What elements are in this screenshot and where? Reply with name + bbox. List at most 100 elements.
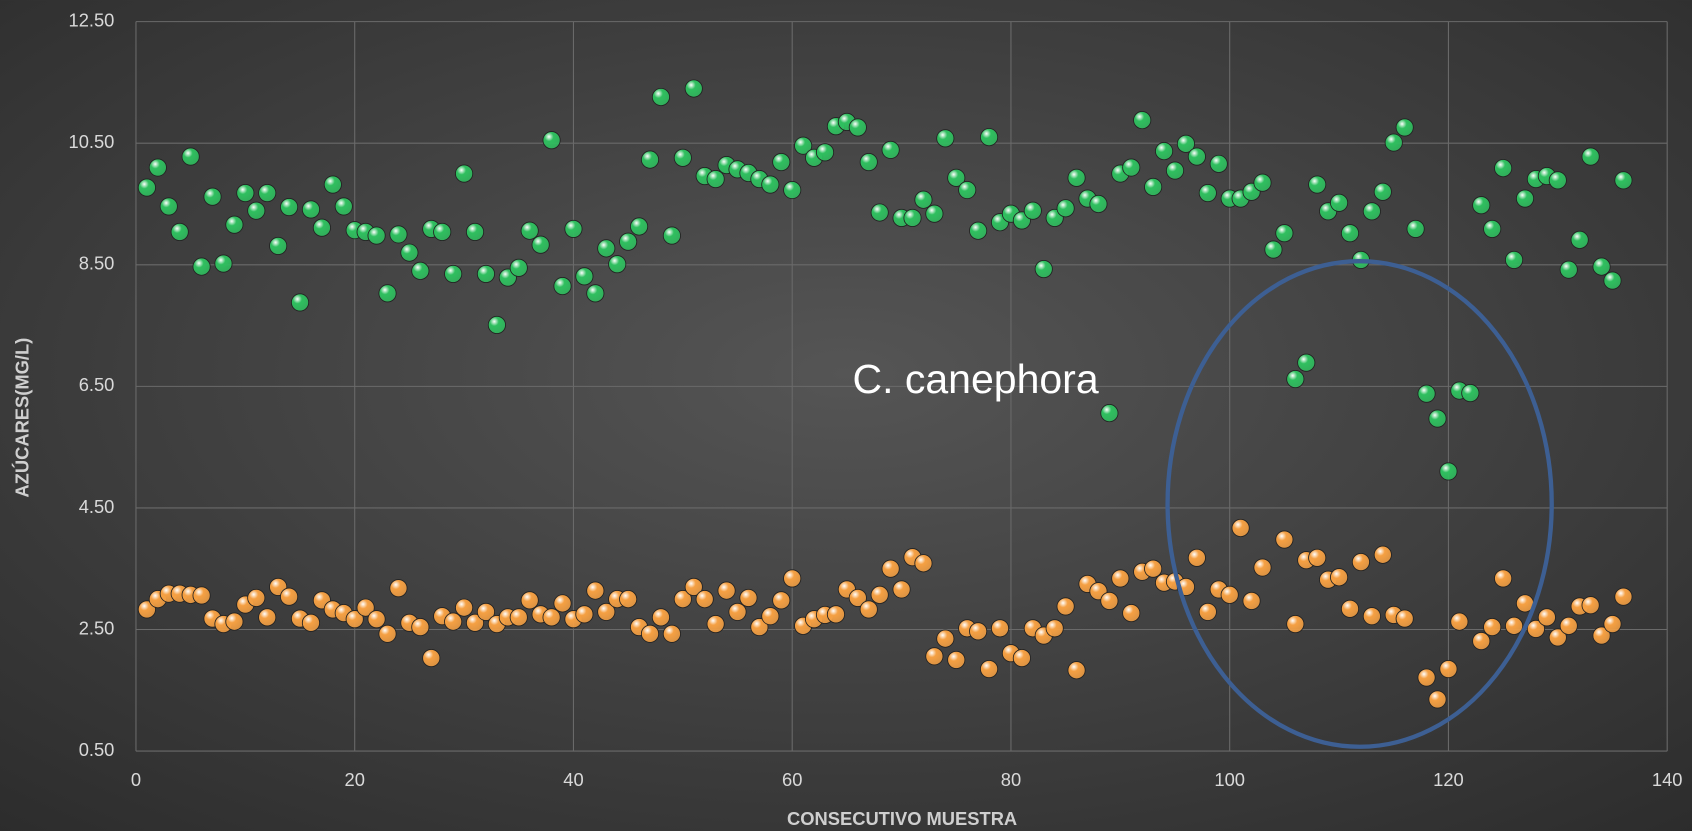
point xyxy=(706,614,725,634)
point xyxy=(1023,201,1042,220)
point xyxy=(586,284,605,303)
point xyxy=(1100,591,1119,611)
point xyxy=(1450,612,1469,631)
point xyxy=(662,624,681,643)
point xyxy=(290,293,310,312)
point xyxy=(1329,568,1349,587)
point xyxy=(1351,552,1371,572)
point xyxy=(1286,370,1305,389)
point xyxy=(1384,133,1403,152)
point xyxy=(990,619,1010,638)
point xyxy=(1187,548,1206,567)
point xyxy=(553,276,572,296)
point xyxy=(903,208,922,228)
point xyxy=(1504,250,1524,269)
point xyxy=(1067,168,1086,187)
point xyxy=(542,608,561,627)
point xyxy=(947,168,966,187)
point xyxy=(1483,219,1502,238)
point xyxy=(1515,189,1535,208)
point xyxy=(1537,608,1556,627)
point xyxy=(597,602,616,621)
point xyxy=(1133,111,1152,130)
point xyxy=(225,612,244,631)
x-tick-label: 40 xyxy=(563,769,583,790)
point xyxy=(564,219,583,238)
point xyxy=(1253,558,1272,577)
point xyxy=(476,264,496,283)
point xyxy=(1165,161,1185,180)
point xyxy=(1045,619,1064,638)
point xyxy=(389,579,408,598)
point xyxy=(1340,599,1360,618)
point xyxy=(280,197,299,217)
point xyxy=(1373,545,1392,564)
point xyxy=(1297,353,1316,372)
point xyxy=(1373,182,1392,201)
annotation: C. canephora xyxy=(852,356,1098,402)
point xyxy=(914,554,933,573)
point xyxy=(1362,607,1381,626)
point xyxy=(1439,659,1458,679)
point xyxy=(859,152,878,172)
point xyxy=(1592,257,1611,276)
point xyxy=(367,610,386,629)
point xyxy=(608,255,627,274)
point xyxy=(1176,134,1196,153)
point xyxy=(334,197,353,216)
point xyxy=(520,591,539,610)
point xyxy=(301,200,321,219)
point xyxy=(1439,462,1458,481)
plot-area: 0.50 2.50 4.50 6.50 8.50 10.50 12.50 0 20 40 60 80 1… xyxy=(69,9,1683,790)
point xyxy=(1548,628,1567,647)
point xyxy=(1581,147,1600,166)
point xyxy=(969,221,988,240)
highlight-ellipse xyxy=(1165,259,1554,749)
point xyxy=(673,590,692,609)
point xyxy=(728,602,747,621)
point xyxy=(247,201,266,220)
point xyxy=(695,590,714,609)
point xyxy=(455,598,474,617)
point xyxy=(859,600,878,619)
point xyxy=(258,608,277,627)
point xyxy=(312,218,331,237)
point xyxy=(345,610,364,629)
point xyxy=(1111,569,1130,588)
point xyxy=(1275,530,1294,549)
point xyxy=(1209,154,1228,173)
point xyxy=(411,618,430,637)
point xyxy=(619,232,638,251)
point xyxy=(1034,259,1053,279)
point xyxy=(400,243,419,262)
point xyxy=(1155,142,1174,161)
point xyxy=(170,222,189,242)
point xyxy=(280,587,299,606)
point xyxy=(1614,587,1633,606)
point xyxy=(192,257,211,276)
y-axis-title: AZÚCARES(MG/L) xyxy=(12,338,33,498)
point xyxy=(214,254,233,273)
point xyxy=(148,158,167,177)
point xyxy=(455,164,474,183)
point xyxy=(1198,602,1217,621)
point xyxy=(258,183,277,203)
point xyxy=(444,612,463,631)
point xyxy=(761,607,780,626)
point xyxy=(444,264,463,283)
point xyxy=(465,222,485,242)
point xyxy=(750,618,769,637)
point xyxy=(1253,173,1272,192)
point xyxy=(651,608,671,627)
point xyxy=(509,258,528,277)
point xyxy=(640,150,660,169)
point xyxy=(925,647,944,666)
y-tick-label: 8.50 xyxy=(79,253,115,274)
point xyxy=(1559,616,1578,635)
point xyxy=(947,650,966,669)
point xyxy=(487,315,506,335)
point xyxy=(1472,632,1491,651)
point xyxy=(914,190,933,209)
point xyxy=(815,143,835,162)
point xyxy=(1494,159,1513,178)
